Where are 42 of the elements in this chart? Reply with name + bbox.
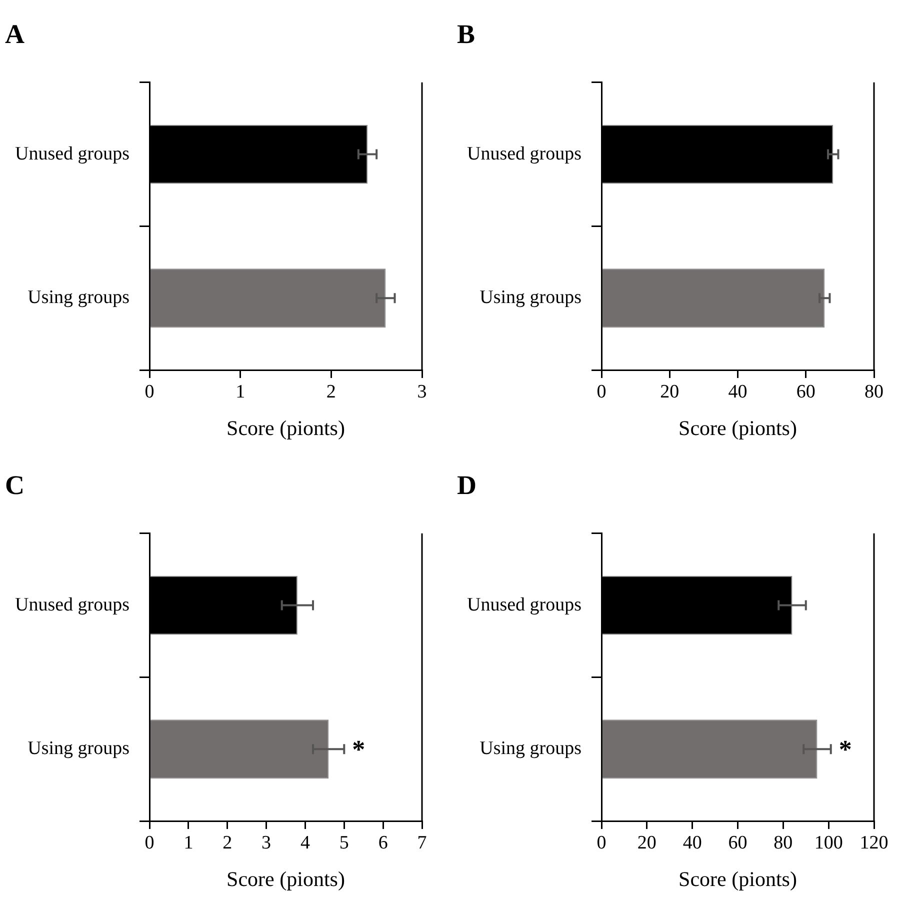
x-tick-label: 80 xyxy=(864,381,884,402)
x-tick-label: 1 xyxy=(184,832,194,854)
x-tick-label: 7 xyxy=(417,832,427,854)
chart-title: D xyxy=(457,470,476,500)
x-tick-label: 20 xyxy=(637,832,656,854)
x-tick-label: 1 xyxy=(236,381,246,402)
x-tick-label: 120 xyxy=(860,832,888,854)
annotation: * xyxy=(838,734,852,764)
x-tick-label: 80 xyxy=(774,832,793,854)
x-tick-label: 0 xyxy=(596,381,606,402)
y-tick-label: Using groups xyxy=(480,738,582,760)
y-tick-label: Using groups xyxy=(480,287,582,308)
y-tick-label: Unused groups xyxy=(14,143,130,164)
y-tick-label: Using groups xyxy=(28,287,130,308)
x-axis-title: Score (pionts) xyxy=(226,866,345,891)
x-tick-label: 4 xyxy=(300,832,310,854)
x-axis-title: Score (pionts) xyxy=(678,416,797,440)
x-tick-label: 40 xyxy=(682,832,702,854)
y-tick-label: Unused groups xyxy=(466,143,582,164)
x-axis-title: Score (pionts) xyxy=(678,866,797,891)
chart-title: B xyxy=(457,19,476,50)
y-tick-label: Using groups xyxy=(28,738,130,760)
x-tick-label: 40 xyxy=(728,381,748,402)
y-tick-label: Unused groups xyxy=(14,594,130,616)
x-tick-label: 0 xyxy=(144,381,154,402)
x-tick-label: 3 xyxy=(417,381,427,402)
chart-title: A xyxy=(5,19,25,50)
x-tick-label: 0 xyxy=(144,832,154,854)
x-tick-label: 60 xyxy=(728,832,748,854)
x-axis-title: Score (pionts) xyxy=(226,416,345,440)
x-tick-label: 20 xyxy=(660,381,680,402)
x-tick-label: 6 xyxy=(378,832,388,854)
x-tick-label: 2 xyxy=(326,381,336,402)
x-tick-label: 0 xyxy=(596,832,606,854)
x-tick-label: 5 xyxy=(339,832,349,854)
x-tick-label: 3 xyxy=(262,832,272,854)
y-tick-label: Unused groups xyxy=(466,594,582,616)
x-tick-label: 60 xyxy=(796,381,816,402)
x-tick-label: 2 xyxy=(222,832,232,854)
x-tick-label: 100 xyxy=(814,832,843,854)
annotation: * xyxy=(352,734,366,764)
chart-title: C xyxy=(5,470,24,500)
